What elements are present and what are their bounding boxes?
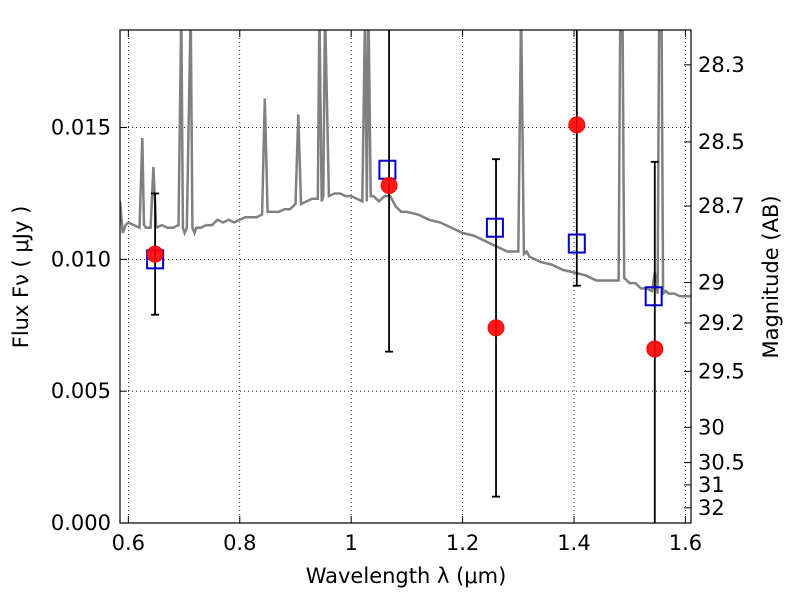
- y2-tick-label: 28.7: [698, 194, 745, 218]
- spectrum-line: [120, 30, 691, 298]
- x-tick-label: 1.6: [669, 531, 702, 555]
- y-axis-label: Flux Fν ( μJy ): [9, 206, 33, 349]
- model-point: [485, 217, 504, 238]
- y2-tick-label: 31: [698, 473, 725, 497]
- x-tick-label: 0.8: [223, 531, 256, 555]
- model-point: [644, 286, 663, 307]
- model-point: [567, 233, 586, 254]
- y2-tick-label: 29.2: [698, 311, 745, 335]
- y2-axis-label: Magnitude (AB): [759, 195, 783, 358]
- x-tick-label: 1.4: [557, 531, 590, 555]
- grid: [120, 30, 691, 524]
- y2-tick-label: 29.5: [698, 359, 745, 383]
- spectrum-series: [120, 30, 691, 298]
- x-tick-label: 0.6: [112, 531, 145, 555]
- error-bars: [151, 30, 659, 523]
- y-tick-label: 0.010: [51, 247, 111, 271]
- y-tick-label: 0.000: [51, 511, 111, 535]
- y2-tick-label: 30: [698, 415, 725, 439]
- y2-tick-label: 28.3: [698, 53, 745, 77]
- y-tick-label: 0.005: [51, 379, 111, 403]
- axis-ticks: 0.6 0.8 1 1.2 1.4 1.6 0.000 0.005 0.010 0.015 28.3…: [51, 30, 745, 555]
- model-point: [378, 159, 397, 180]
- observed-point: [487, 319, 505, 337]
- x-tick-label: 1.2: [446, 531, 479, 555]
- model-photometry-series: [146, 159, 663, 307]
- plot-frame: [119, 29, 692, 524]
- observed-point: [568, 116, 586, 134]
- observed-flux-series: [146, 116, 664, 358]
- y2-tick-label: 28.5: [698, 130, 745, 154]
- y-tick-label: 0.015: [51, 116, 111, 140]
- y2-tick-label: 32: [698, 496, 725, 520]
- observed-point: [646, 340, 664, 358]
- y2-tick-label: 30.5: [698, 451, 745, 475]
- observed-point: [146, 245, 164, 263]
- x-axis-label: Wavelength λ (μm): [306, 564, 507, 588]
- y2-tick-label: 29: [698, 271, 725, 295]
- observed-point: [380, 177, 398, 195]
- x-tick-label: 1: [344, 531, 357, 555]
